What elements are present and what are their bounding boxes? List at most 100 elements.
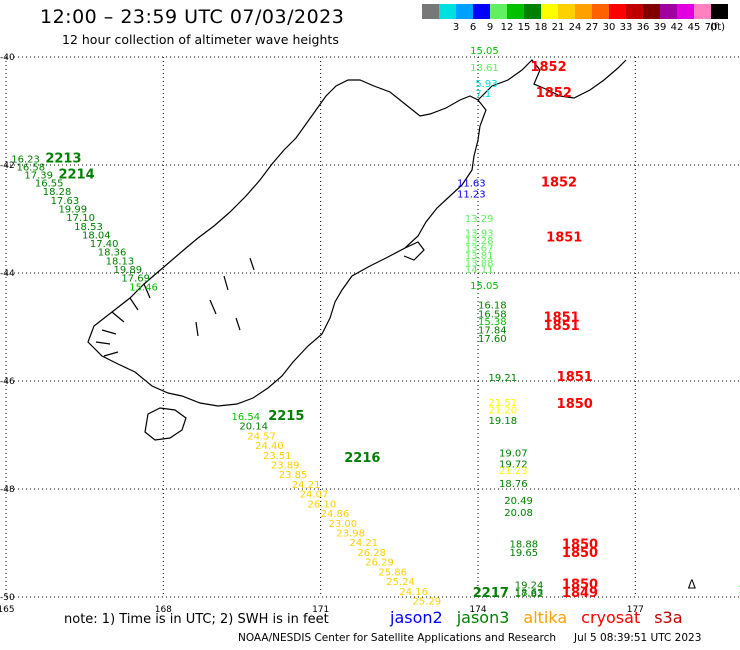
wave-height-label: 17.69 — [121, 274, 150, 285]
scale-tick-label: 6 — [469, 22, 477, 33]
wave-height-label: 16.58 — [16, 162, 45, 173]
wave-height-label: 5.93 — [475, 79, 497, 90]
scale-tick-label: 12 — [500, 22, 514, 33]
wave-height-label: 15.38 — [478, 317, 507, 328]
scale-tick-label: 21 — [551, 22, 565, 33]
scale-swatch — [592, 4, 609, 19]
lat-tick-label: -46 — [0, 377, 15, 387]
satellite-s3a: s3a — [654, 608, 683, 627]
stewart-island-outline — [144, 407, 187, 441]
pass-time-label: 1851 — [557, 370, 593, 385]
wave-height-label: 19.99 — [58, 205, 87, 216]
satellite-jason3: jason3 — [456, 608, 510, 627]
wave-height-label: 19.24 — [515, 580, 544, 591]
wave-height-label: 20.08 — [504, 508, 533, 519]
lat-tick-label: -48 — [0, 485, 15, 495]
scale-swatch — [609, 4, 626, 19]
wave-height-label: 19.65 — [509, 548, 538, 559]
scale-tick-label: 27 — [585, 22, 599, 33]
wave-height-label: 23.89 — [271, 460, 300, 471]
wave-height-label: 18.88 — [509, 539, 538, 550]
track-southwest: 16.5420.1424.5724.4023.5123.8923.8524.21… — [232, 409, 509, 608]
wave-height-label: 21.23 — [499, 466, 528, 477]
track-east: 15.0513.615.937.111.6311.2313.2913.9313.… — [457, 46, 598, 601]
wave-height-label: 14.11 — [465, 265, 494, 276]
scale-swatch — [643, 4, 660, 19]
scale-swatch — [439, 4, 456, 19]
wave-height-label: 23.98 — [336, 529, 365, 540]
wave-height-label: 26.29 — [365, 558, 394, 569]
wave-height-label: 13.28 — [465, 236, 494, 247]
lat-tick-label: -40 — [0, 53, 15, 63]
scale-swatch — [473, 4, 490, 19]
scale-tick-label: 15 — [517, 22, 531, 33]
wave-height-label: 21.20 — [488, 405, 517, 416]
wave-height-label: 24.57 — [247, 431, 276, 442]
wave-height-label: 26.28 — [357, 548, 386, 559]
scale-tick-label: 18 — [534, 22, 548, 33]
footnote: note: 1) Time is in UTC; 2) SWH is in fe… — [64, 612, 329, 627]
wave-height-label: 13.81 — [465, 251, 494, 262]
pass-time-label: 1852 — [530, 60, 566, 75]
pass-time-label: 1850 — [562, 546, 598, 561]
lon-tick-label: 174 — [469, 605, 486, 615]
wave-height-label: 15.46 — [129, 282, 158, 293]
pass-time-label: 2216 — [344, 451, 380, 466]
wave-height-label: 19.89 — [114, 265, 143, 276]
footer: NOAA/NESDIS Center for Satellite Applica… — [238, 632, 701, 644]
wave-height-label: 26.10 — [308, 499, 337, 510]
scale-unit: (ft) — [710, 22, 726, 33]
wave-height-label: 19.21 — [488, 373, 517, 384]
scale-tick-label: 36 — [636, 22, 650, 33]
wave-height-label: 25.24 — [386, 577, 415, 588]
pass-time-label: 1849 — [562, 586, 598, 601]
pass-time-label: 2217 — [473, 586, 509, 601]
scale-swatch — [626, 4, 643, 19]
wave-height-label: 15.05 — [470, 46, 499, 57]
pass-time-label: 1851 — [544, 311, 580, 326]
scale-swatch — [711, 4, 728, 19]
wave-height-label: 13.88 — [465, 259, 494, 270]
wave-height-label: 18.76 — [499, 479, 528, 490]
wave-height-label: 13.93 — [465, 228, 494, 239]
wave-height-label: 11.63 — [457, 179, 486, 190]
scale-tick-label: 33 — [619, 22, 633, 33]
scale-swatch — [558, 4, 575, 19]
scale-swatch — [575, 4, 592, 19]
scale-swatch — [490, 4, 507, 19]
scale-tick-label: 45 — [687, 22, 701, 33]
wave-height-label: 16.54 — [232, 412, 261, 423]
buoy-marker: Δ — [688, 577, 697, 591]
wave-height-label: 23.51 — [263, 451, 292, 462]
wave-height-label: 24.40 — [255, 441, 284, 452]
lat-tick-label: -50 — [0, 593, 15, 603]
inland-lakes — [195, 257, 255, 337]
scale-tick-label: 30 — [602, 22, 616, 33]
wave-height-label: 19.72 — [499, 459, 528, 470]
wave-height-label: 24.21 — [292, 480, 321, 491]
chart-subtitle: 12 hour collection of altimeter wave hei… — [62, 32, 339, 47]
wave-height-label: 23.85 — [279, 470, 308, 481]
wave-height-label: 19.18 — [488, 416, 517, 427]
scale-tick-label: 70 — [704, 22, 718, 33]
wave-height-label: 24.86 — [321, 509, 350, 520]
lon-tick-label: 165 — [0, 605, 15, 615]
lat-lon-grid: -40 -42 -44 -46 -48 -50 165 168 171 174 177 — [0, 53, 740, 615]
scale-tick-label: 42 — [670, 22, 684, 33]
wave-height-label: 24.16 — [399, 587, 428, 598]
pass-time-label: 1852 — [536, 86, 572, 101]
scale-tick-label: 3 — [452, 22, 460, 33]
wave-height-label: 13.61 — [470, 63, 499, 74]
north-island-tip — [477, 59, 627, 101]
scale-tick-label: 24 — [568, 22, 582, 33]
pass-time-label: 1851 — [544, 319, 580, 334]
scale-swatch — [507, 4, 524, 19]
wave-height-label: 20.49 — [504, 496, 533, 507]
pass-time-label: 1850 — [557, 397, 593, 412]
south-island-outline — [87, 79, 487, 407]
wave-height-label: 23.00 — [329, 519, 358, 530]
wave-height-label: 16.55 — [35, 179, 64, 190]
generated-time: Jul 5 08:39:51 UTC 2023 — [574, 632, 702, 644]
wave-height-label: 20.14 — [239, 422, 268, 433]
